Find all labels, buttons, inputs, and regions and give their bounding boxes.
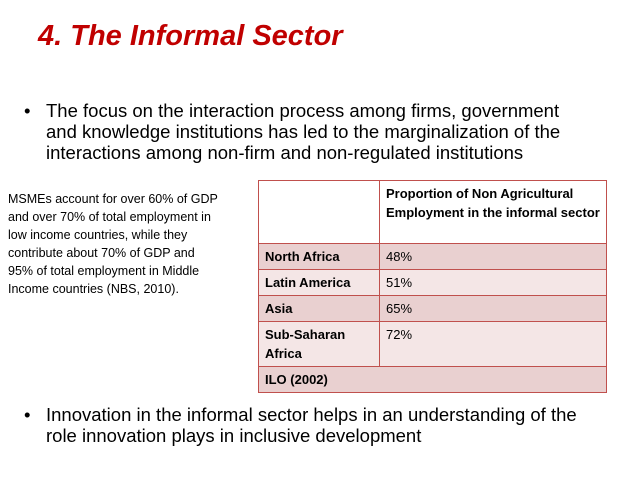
bullet-text: Innovation in the informal sector helps … xyxy=(46,404,577,446)
bullet-dot: • xyxy=(24,100,31,121)
table-row: Sub-Saharan Africa 72% xyxy=(258,321,607,367)
text-line: and over 70% of total employment in xyxy=(8,210,211,224)
data-table: Proportion of Non Agricultural Employmen… xyxy=(258,180,607,393)
row-label: Sub-Saharan Africa xyxy=(258,321,380,367)
side-note: MSMEs account for over 60% of GDP and ov… xyxy=(8,190,218,298)
table-row: North Africa 48% xyxy=(258,243,607,270)
source-cell: ILO (2002) xyxy=(258,366,607,393)
text-line: contribute about 70% of GDP and xyxy=(8,246,195,260)
table-row: Latin America 51% xyxy=(258,269,607,296)
text-line: MSMEs account for over 60% of GDP xyxy=(8,192,218,206)
text-line: The focus on the interaction process amo… xyxy=(46,100,560,121)
row-label: North Africa xyxy=(258,243,380,270)
text-line: and knowledge institutions has led to th… xyxy=(46,121,561,142)
bullet-dot: • xyxy=(24,404,31,425)
row-value: 65% xyxy=(379,295,607,322)
text-line: 95% of total employment in Middle xyxy=(8,264,200,278)
bullet-text: The focus on the interaction process amo… xyxy=(46,100,560,163)
row-value: 48% xyxy=(379,243,607,270)
header-cell xyxy=(258,180,380,244)
text-line: low income countries, while they xyxy=(8,228,188,242)
header-cell: Proportion of Non Agricultural Employmen… xyxy=(379,180,607,244)
text-line: role innovation plays in inclusive devel… xyxy=(46,425,422,446)
text-line: Income countries (NBS, 2010). xyxy=(8,282,179,296)
row-value: 51% xyxy=(379,269,607,296)
table-header: Proportion of Non Agricultural Employmen… xyxy=(258,180,607,244)
row-label: Asia xyxy=(258,295,380,322)
table-footer: ILO (2002) xyxy=(258,366,607,393)
row-value: 72% xyxy=(379,321,607,367)
slide-title: 4. The Informal Sector xyxy=(38,20,343,52)
table-row: Asia 65% xyxy=(258,295,607,322)
text-line: interactions among non-firm and non-regu… xyxy=(46,142,524,163)
row-label: Latin America xyxy=(258,269,380,296)
text-line: Innovation in the informal sector helps … xyxy=(46,404,577,425)
